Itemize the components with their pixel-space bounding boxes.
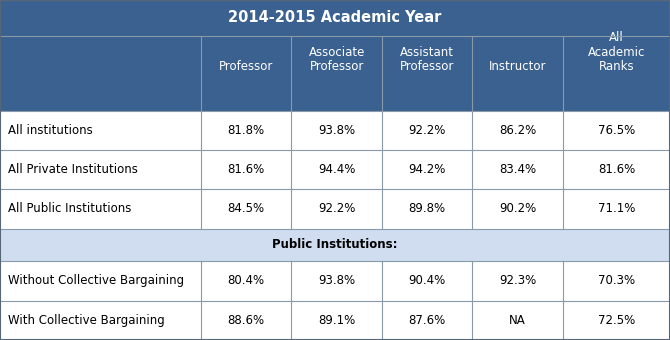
Bar bbox=[0, 0, 670, 36]
Bar bbox=[382, 301, 472, 340]
Bar bbox=[563, 110, 670, 150]
Bar bbox=[201, 261, 291, 301]
Bar bbox=[291, 261, 382, 301]
Bar bbox=[563, 189, 670, 228]
Text: 89.8%: 89.8% bbox=[409, 202, 446, 215]
Text: All
Academic
Ranks: All Academic Ranks bbox=[588, 31, 645, 73]
Bar bbox=[0, 261, 201, 301]
Text: All Private Institutions: All Private Institutions bbox=[8, 163, 138, 176]
Text: Associate
Professor: Associate Professor bbox=[308, 46, 365, 73]
Text: 84.5%: 84.5% bbox=[228, 202, 265, 215]
Text: Public Institutions:: Public Institutions: bbox=[272, 238, 398, 252]
Text: 2014-2015 Academic Year: 2014-2015 Academic Year bbox=[228, 10, 442, 25]
Text: 94.2%: 94.2% bbox=[409, 163, 446, 176]
Bar bbox=[472, 261, 563, 301]
Text: 76.5%: 76.5% bbox=[598, 124, 635, 137]
Text: 81.6%: 81.6% bbox=[228, 163, 265, 176]
Bar bbox=[563, 36, 670, 110]
Bar bbox=[0, 228, 670, 261]
Text: 81.8%: 81.8% bbox=[228, 124, 265, 137]
Text: 86.2%: 86.2% bbox=[499, 124, 536, 137]
Text: With Collective Bargaining: With Collective Bargaining bbox=[8, 314, 165, 327]
Text: 70.3%: 70.3% bbox=[598, 274, 635, 288]
Bar bbox=[563, 301, 670, 340]
Text: 93.8%: 93.8% bbox=[318, 124, 355, 137]
Bar bbox=[0, 110, 201, 150]
Text: 92.2%: 92.2% bbox=[409, 124, 446, 137]
Bar bbox=[201, 36, 291, 110]
Bar bbox=[382, 150, 472, 189]
Bar bbox=[382, 110, 472, 150]
Bar bbox=[472, 301, 563, 340]
Text: 80.4%: 80.4% bbox=[228, 274, 265, 288]
Text: 93.8%: 93.8% bbox=[318, 274, 355, 288]
Bar bbox=[291, 189, 382, 228]
Bar bbox=[291, 301, 382, 340]
Text: 71.1%: 71.1% bbox=[598, 202, 635, 215]
Bar bbox=[472, 189, 563, 228]
Bar bbox=[382, 189, 472, 228]
Text: 92.3%: 92.3% bbox=[499, 274, 536, 288]
Bar bbox=[0, 301, 201, 340]
Text: Instructor: Instructor bbox=[489, 60, 546, 73]
Text: 81.6%: 81.6% bbox=[598, 163, 635, 176]
Text: 90.4%: 90.4% bbox=[409, 274, 446, 288]
Bar bbox=[291, 36, 382, 110]
Text: Assistant
Professor: Assistant Professor bbox=[400, 46, 454, 73]
Text: 83.4%: 83.4% bbox=[499, 163, 536, 176]
Text: Without Collective Bargaining: Without Collective Bargaining bbox=[8, 274, 184, 288]
Text: 94.4%: 94.4% bbox=[318, 163, 355, 176]
Bar bbox=[0, 189, 201, 228]
Bar bbox=[382, 36, 472, 110]
Bar bbox=[472, 150, 563, 189]
Bar bbox=[291, 150, 382, 189]
Text: 72.5%: 72.5% bbox=[598, 314, 635, 327]
Text: 89.1%: 89.1% bbox=[318, 314, 355, 327]
Bar bbox=[201, 150, 291, 189]
Bar bbox=[563, 261, 670, 301]
Bar bbox=[201, 110, 291, 150]
Bar bbox=[563, 150, 670, 189]
Bar bbox=[201, 301, 291, 340]
Text: All Public Institutions: All Public Institutions bbox=[8, 202, 131, 215]
Bar bbox=[0, 150, 201, 189]
Text: NA: NA bbox=[509, 314, 526, 327]
Bar bbox=[472, 110, 563, 150]
Bar bbox=[0, 36, 201, 110]
Bar bbox=[382, 261, 472, 301]
Bar bbox=[291, 110, 382, 150]
Text: All institutions: All institutions bbox=[8, 124, 92, 137]
Text: 88.6%: 88.6% bbox=[228, 314, 265, 327]
Text: 87.6%: 87.6% bbox=[409, 314, 446, 327]
Text: 92.2%: 92.2% bbox=[318, 202, 355, 215]
Bar bbox=[201, 189, 291, 228]
Bar bbox=[472, 36, 563, 110]
Text: Professor: Professor bbox=[219, 60, 273, 73]
Text: 90.2%: 90.2% bbox=[499, 202, 536, 215]
